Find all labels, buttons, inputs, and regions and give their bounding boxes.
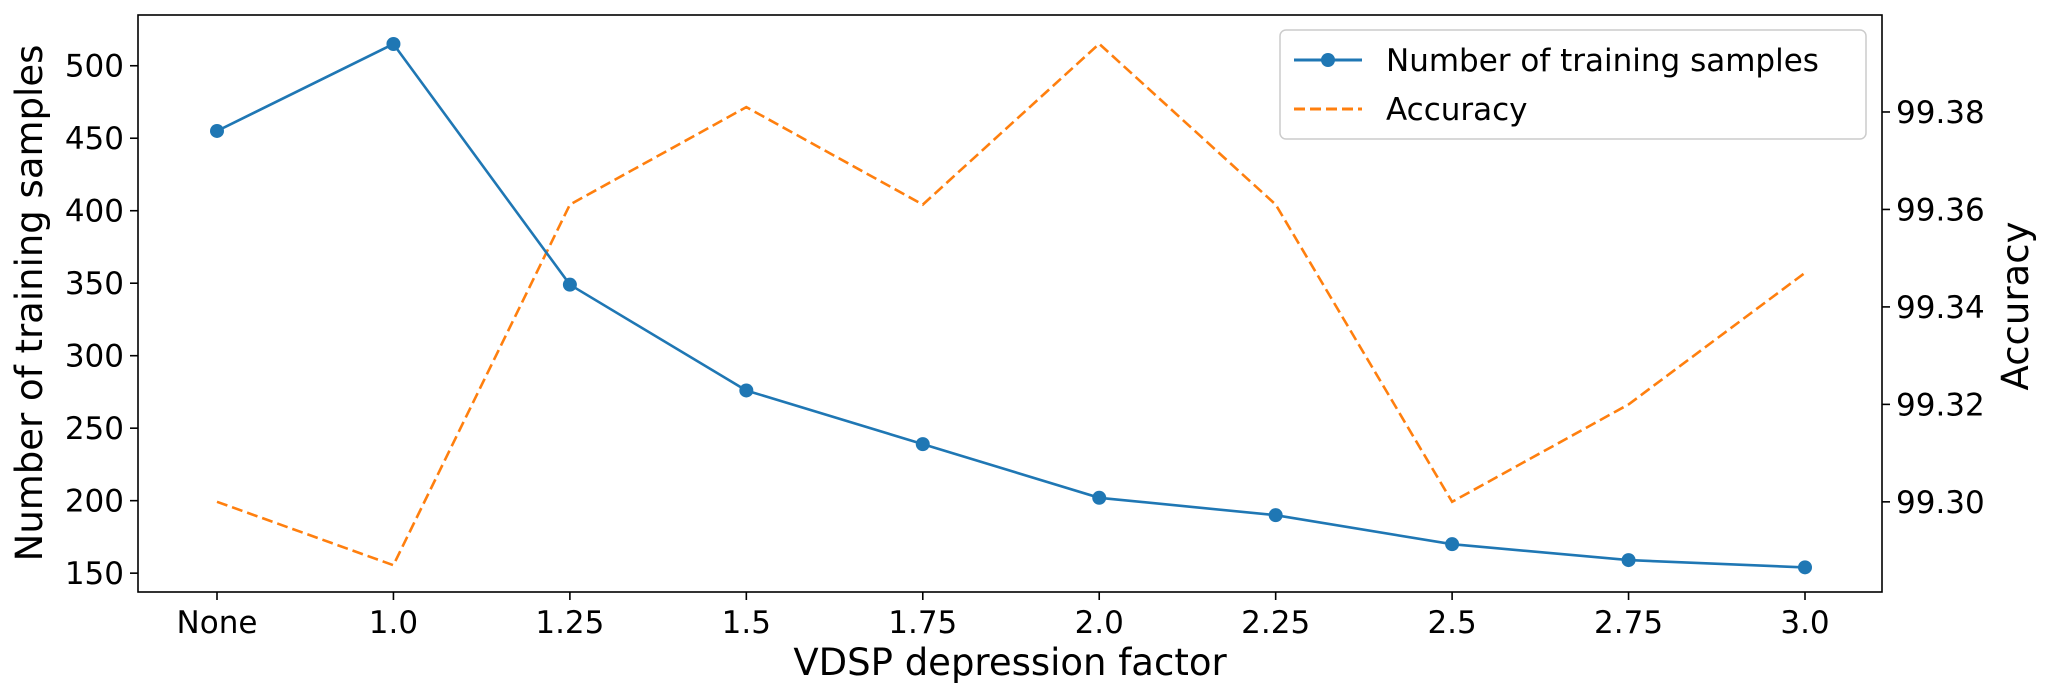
left-y-tick-label: 200	[65, 484, 124, 520]
right-y-tick-label: 99.38	[1896, 95, 1985, 131]
x-tick-label: 1.25	[535, 605, 604, 641]
data-point	[1621, 553, 1636, 568]
legend: Number of training samples Accuracy	[1279, 29, 1867, 140]
left-y-tick-label: 250	[65, 411, 124, 447]
right-y-tick-label: 99.34	[1896, 290, 1985, 326]
left-y-tick-label: 400	[65, 194, 124, 230]
right-y-tick-label: 99.36	[1896, 192, 1985, 228]
data-point	[1798, 560, 1812, 575]
data-point	[1268, 508, 1283, 523]
x-axis-title: VDSP depression factor	[793, 641, 1227, 684]
left-y-tick-label: 500	[65, 49, 124, 85]
series-line-accuracy	[216, 42, 1806, 567]
data-point	[915, 437, 930, 452]
legend-item-accuracy: Accuracy	[1294, 92, 1528, 128]
left-y-tick-label: 350	[65, 266, 124, 302]
data-point	[210, 123, 224, 138]
left-y-tick-label: 300	[65, 339, 124, 375]
legend-marker-training-samples	[1321, 53, 1335, 67]
x-tick-label: 2.75	[1594, 605, 1663, 641]
x-tick-label: 2.5	[1427, 605, 1476, 641]
right-y-tick-label: 99.32	[1896, 387, 1985, 423]
right-y-axis-title: Accuracy	[1994, 222, 2037, 391]
x-tick-label: 3.0	[1780, 605, 1829, 641]
x-tick-label: 1.0	[369, 605, 418, 641]
data-point	[386, 36, 401, 51]
data-point	[562, 277, 577, 292]
left-y-tick-label: 450	[65, 121, 124, 157]
right-y-axis: 99.30 99.32 99.34 99.36 99.38	[1882, 95, 1985, 521]
left-y-tick-label: 150	[65, 556, 124, 592]
plot-frame	[137, 14, 1883, 593]
left-y-axis: 150 200 250 300 350 400 450 500	[65, 49, 138, 592]
x-tick-label: None	[177, 605, 258, 641]
legend-label-training-samples: Number of training samples	[1386, 43, 1819, 79]
x-tick-label: 1.75	[888, 605, 957, 641]
legend-label-accuracy: Accuracy	[1386, 92, 1528, 128]
series-layer	[210, 36, 1812, 575]
x-axis: None 1.0 1.25 1.5 1.75 2.0 2.25 2.5 2.75 3.0	[177, 592, 1830, 641]
data-point	[1092, 490, 1107, 505]
left-y-axis-title: Number of training samples	[8, 45, 51, 562]
legend-frame	[1279, 29, 1867, 140]
data-point	[1445, 537, 1460, 552]
x-tick-label: 2.25	[1241, 605, 1310, 641]
right-y-tick-label: 99.30	[1896, 485, 1985, 521]
series-line-number-of-training-samples	[216, 42, 1806, 569]
x-tick-label: 1.5	[722, 605, 771, 641]
legend-item-training-samples: Number of training samples	[1294, 43, 1819, 79]
data-point	[739, 383, 754, 398]
x-tick-label: 2.0	[1075, 605, 1124, 641]
